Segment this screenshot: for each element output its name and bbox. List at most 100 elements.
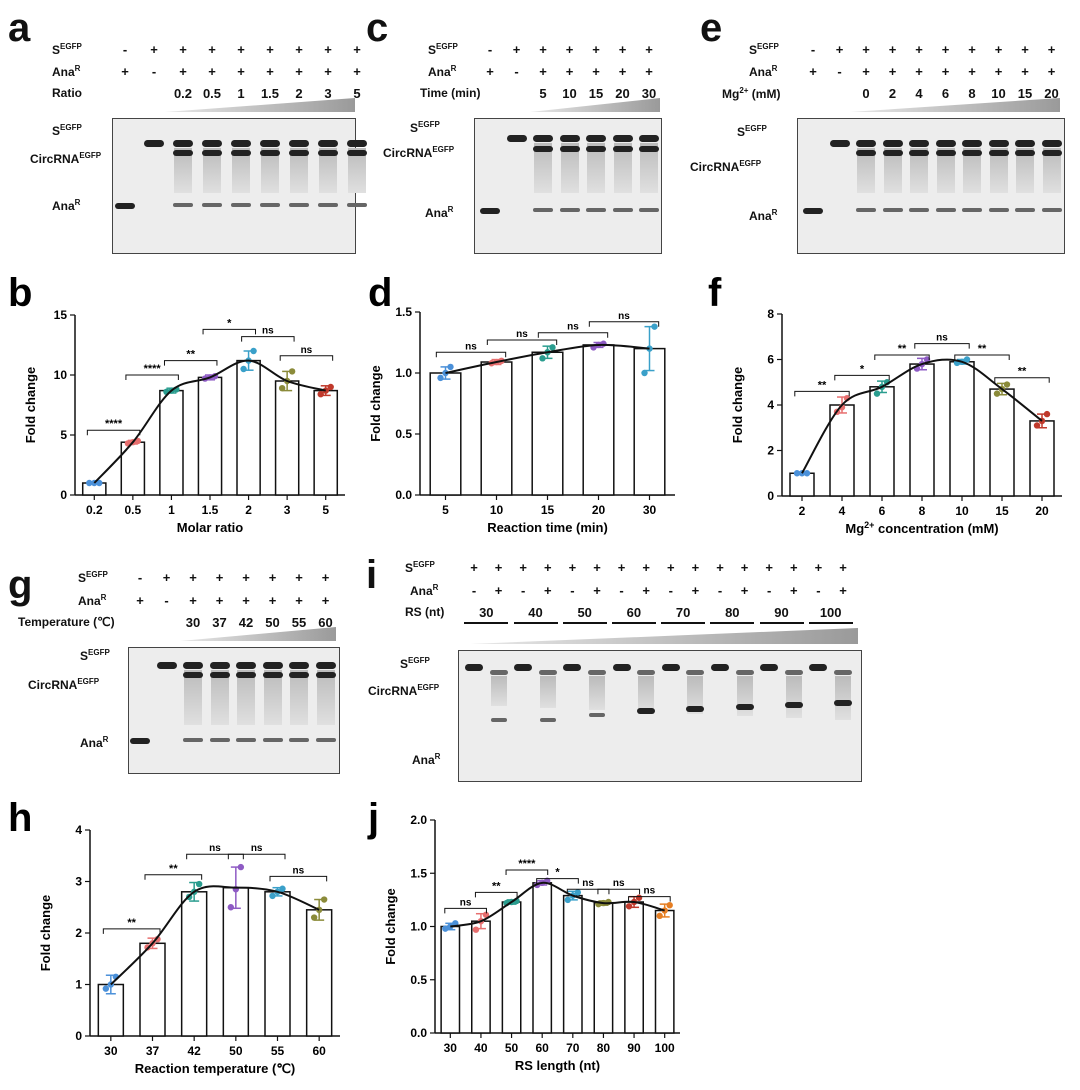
- panel-letter-b: b: [8, 271, 32, 315]
- y-axis-label: Fold change: [23, 367, 38, 444]
- group-label: 40: [528, 605, 543, 620]
- data-point: [564, 896, 572, 904]
- y-tick-label: 3: [75, 875, 82, 889]
- band-circrna: [586, 146, 606, 152]
- data-point: [666, 902, 673, 909]
- band-smear: [290, 670, 308, 725]
- data-point: [923, 356, 931, 363]
- lane-value: 37: [212, 615, 227, 630]
- band-circrna: [882, 150, 903, 156]
- sig-label: ns: [618, 311, 630, 322]
- band-ana: [988, 208, 1009, 212]
- gel-label-circrna: CircRNAEGFP: [368, 683, 440, 698]
- lane-value: 60: [318, 615, 333, 630]
- y-tick-label: 0: [75, 1029, 82, 1043]
- band-circrna: [559, 146, 580, 152]
- band-ana: [183, 738, 203, 742]
- y-tick-label: 0: [767, 489, 774, 503]
- band-smear: [261, 148, 279, 193]
- lane-symbol: +: [242, 570, 250, 585]
- bar: [582, 344, 615, 496]
- panel-letter-d: d: [368, 271, 392, 315]
- band-substrate: [231, 140, 251, 147]
- data-point: [793, 470, 801, 477]
- row-label-s: SEGFP: [78, 570, 108, 585]
- sig-label: ns: [209, 843, 221, 854]
- gel-label-s: SEGFP: [80, 648, 110, 663]
- x-tick-label: 42: [187, 1044, 201, 1058]
- sig-label: **: [492, 880, 501, 892]
- data-point: [656, 912, 663, 920]
- row-label-s: SEGFP: [428, 42, 458, 57]
- lane-symbol: +: [237, 64, 245, 79]
- x-tick-label: 8: [919, 504, 926, 518]
- y-tick-label: 0.5: [410, 973, 427, 987]
- sig-label: *: [860, 363, 865, 375]
- band-ana: [202, 203, 222, 207]
- band-substrate: [533, 135, 553, 142]
- band-circrna: [612, 146, 633, 152]
- group-label: 30: [479, 605, 494, 620]
- band-ana: [909, 208, 929, 212]
- band-circrna: [202, 150, 222, 156]
- y-tick-label: 1.5: [410, 866, 427, 880]
- bar: [532, 882, 553, 1034]
- lane-symbol: +: [321, 593, 330, 608]
- band-ana: [639, 208, 659, 212]
- lane-symbol: +: [968, 42, 976, 57]
- panel-letter-i: i: [366, 553, 378, 597]
- band-substrate: [882, 140, 903, 147]
- bar: [274, 380, 300, 496]
- lane-symbol: +: [565, 64, 574, 79]
- lane-symbol: +: [539, 64, 547, 79]
- sig-bracket: [536, 878, 579, 884]
- band-substrate: [1015, 140, 1035, 147]
- sig-label: **: [127, 917, 136, 929]
- data-point: [250, 347, 257, 355]
- panel-letter-e: e: [700, 6, 723, 50]
- band-smear: [687, 676, 704, 714]
- band-smear: [316, 670, 335, 725]
- x-tick-label: 55: [271, 1044, 285, 1058]
- lane-value: 1: [237, 86, 245, 101]
- sig-bracket: [628, 896, 671, 902]
- gel-label-s: SEGFP: [737, 124, 767, 139]
- lane-symbol: -: [816, 583, 821, 598]
- data-point: [963, 356, 971, 363]
- lane-symbol: +: [295, 64, 303, 79]
- band-ana: [1015, 208, 1035, 212]
- lane-symbol: +: [295, 570, 303, 585]
- band-ana: [586, 208, 606, 212]
- lane-symbol: +: [835, 42, 844, 57]
- x-tick-label: 30: [444, 1041, 458, 1055]
- x-tick-label: 60: [312, 1044, 326, 1058]
- y-tick-label: 2.0: [410, 813, 427, 827]
- sig-bracket: [588, 321, 660, 327]
- lane-value: 2: [888, 86, 897, 101]
- band-substrate: [829, 140, 850, 147]
- band-smear: [589, 676, 605, 710]
- lane-symbol: +: [592, 64, 600, 79]
- lane-symbol: +: [189, 570, 197, 585]
- band-substrate: [612, 135, 633, 142]
- data-point: [993, 390, 1001, 397]
- lane-symbol: +: [645, 42, 653, 57]
- sig-bracket: [269, 875, 328, 882]
- lane-symbol: +: [716, 560, 724, 575]
- band-ana: [289, 203, 309, 207]
- band-substrate: [489, 670, 508, 675]
- group-line: [808, 622, 853, 624]
- sig-bracket: [435, 351, 507, 358]
- data-point: [635, 894, 643, 901]
- lane-symbol: +: [1021, 42, 1029, 57]
- lane-symbol: +: [888, 64, 897, 79]
- sig-label: **: [818, 379, 827, 391]
- bar: [471, 920, 491, 1034]
- bar: [949, 361, 975, 497]
- lane-symbol: -: [837, 64, 842, 79]
- band-smear: [290, 148, 308, 193]
- band-smear: [184, 670, 202, 725]
- group-label: 100: [819, 605, 842, 620]
- lane-symbol: +: [268, 570, 277, 585]
